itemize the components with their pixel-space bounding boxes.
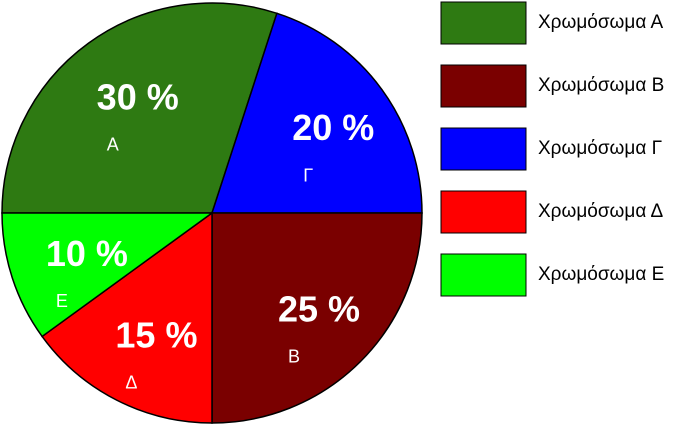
legend-swatch (440, 253, 527, 297)
pie-slice (1, 2, 278, 214)
value-label: 30 % (97, 76, 179, 117)
pie-slice (210, 12, 423, 214)
legend-swatch (440, 64, 527, 108)
legend-swatch (440, 127, 527, 171)
value-label: 15 % (115, 314, 197, 355)
legend-label: Χρωμόσωμα Δ (538, 201, 664, 222)
legend-label: Χρωμόσωμα Ε (538, 264, 664, 285)
legend-swatch (440, 190, 527, 234)
legend-swatch (440, 1, 527, 45)
pie-slice (41, 211, 213, 424)
pie-slice (1, 212, 215, 338)
slice-label: Α (107, 134, 119, 154)
legend-label: Χρωμόσωμα Β (538, 75, 664, 96)
slice-label: Ε (56, 291, 68, 311)
slice-label: Γ (303, 165, 313, 185)
pie-slice (211, 212, 423, 424)
slice-label: Δ (125, 372, 137, 392)
legend-label: Χρωμόσωμα Γ (538, 138, 662, 159)
value-label: 20 % (292, 107, 374, 148)
value-label: 10 % (46, 233, 128, 274)
legend-label: Χρωμόσωμα Α (538, 12, 664, 33)
value-label: 25 % (278, 289, 360, 330)
slice-label: Β (288, 347, 300, 367)
